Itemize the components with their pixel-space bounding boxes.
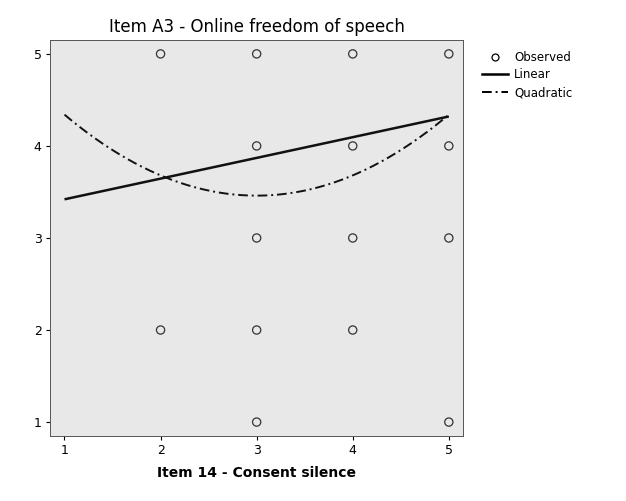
Point [252,418,262,426]
Point [252,326,262,334]
Point [347,326,357,334]
Point [156,50,166,58]
Point [347,234,357,242]
X-axis label: Item 14 - Consent silence: Item 14 - Consent silence [157,465,356,479]
Legend: Observed, Linear, Quadratic: Observed, Linear, Quadratic [478,46,577,104]
Point [252,50,262,58]
Point [252,234,262,242]
Point [347,142,357,150]
Title: Item A3 - Online freedom of speech: Item A3 - Online freedom of speech [109,18,404,36]
Point [444,142,454,150]
Point [444,234,454,242]
Point [444,50,454,58]
Point [156,326,166,334]
Point [444,418,454,426]
Point [252,142,262,150]
Point [347,50,357,58]
